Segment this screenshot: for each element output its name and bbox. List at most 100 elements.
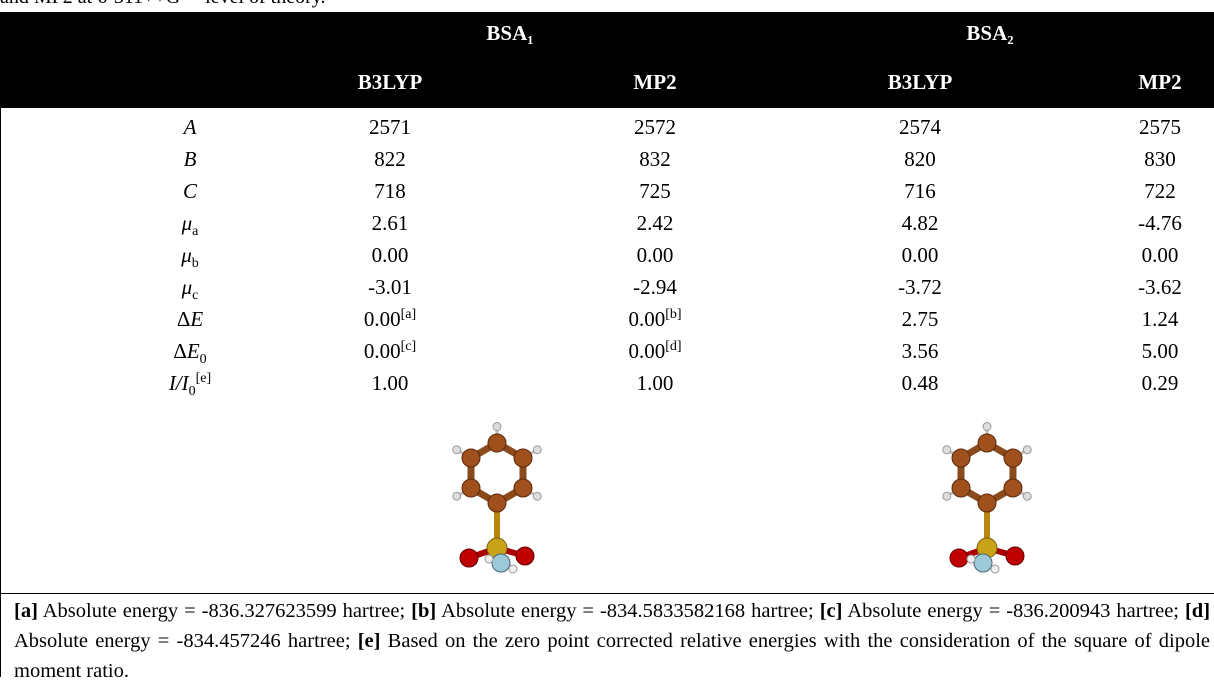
cell: 2574 [800,115,1040,139]
cell: 822 [270,147,510,171]
label-part: E [187,339,200,363]
molecule-part [514,479,532,497]
molecule-part [1006,547,1024,565]
label-part: I/I [169,371,189,395]
cell: 5.00 [1040,339,1214,363]
molecule-part [1023,446,1031,454]
molecule-part [983,423,991,431]
cell: 2571 [270,115,510,139]
label-part: Δ [173,339,187,363]
molecule-part [516,547,534,565]
label-part: μ [181,243,192,267]
cell: 3.56 [800,339,1040,363]
cell: -3.72 [800,275,1040,299]
footnote-tag: [e] [358,630,381,652]
label-part: b [192,256,199,271]
cell: 832 [535,147,775,171]
group-header: BSA₂ [870,21,1110,45]
group-header: BSA₁ [390,21,630,45]
cell: 0.00[b] [535,307,775,331]
label-part: 0 [189,384,196,399]
cell: 0.00 [1040,243,1214,267]
page: and MP2 at 6-311++G** level of theory. B… [0,0,1214,677]
footnotes: [a] Absolute energy = -836.327623599 har… [14,596,1210,686]
footnote-tag: [c] [820,600,843,622]
label-part: A [184,115,197,139]
cell: 1.00 [270,371,510,395]
cell: 0.00 [800,243,1040,267]
label-part: C [183,179,197,203]
molecule-part [978,494,996,512]
label-part: μ [182,275,193,299]
method-header: MP2 [1040,70,1214,94]
label-part: μ [182,211,193,235]
molecule-part [514,449,532,467]
footnote-text: Absolute energy = -834.457246 hartree; [14,630,351,652]
molecule-part [950,549,968,567]
cell: 1.24 [1040,307,1214,331]
caption: and MP2 at 6-311++G** level of theory. [0,0,325,9]
label-part: c [192,288,198,303]
molecule-part [488,494,506,512]
cell: -4.76 [1040,211,1214,235]
label-part: a [192,224,198,239]
cell: 0.00 [270,243,510,267]
molecule-part [952,449,970,467]
cell: 1.00 [535,371,775,395]
footnote-tag: [b] [411,600,436,622]
label-part: 0 [200,352,207,367]
cell: -3.62 [1040,275,1214,299]
cell-value: 0.00 [364,307,401,331]
label-part: B [184,147,197,171]
molecule-part [488,434,506,452]
cell: 0.00 [535,243,775,267]
molecule-part [460,549,478,567]
cell: 0.48 [800,371,1040,395]
molecule-part [978,434,996,452]
cell-note: [a] [401,307,417,322]
molecule-part [533,492,541,500]
footnote-text: Absolute energy = -836.200943 hartree; [847,600,1179,622]
molecule-part [533,446,541,454]
molecule-part [943,492,951,500]
cell-note: [d] [665,339,681,354]
molecule-part [1004,479,1022,497]
cell-note: [b] [665,307,681,322]
molecule-part [509,565,517,573]
cell: 4.82 [800,211,1040,235]
cell: 830 [1040,147,1214,171]
cell-value: 0.00 [628,339,665,363]
molecule-part [991,565,999,573]
molecule-part [493,423,501,431]
cell: 725 [535,179,775,203]
cell: 2572 [535,115,775,139]
cell-note: [c] [401,339,417,354]
molecule-part [974,554,992,572]
cell: 0.29 [1040,371,1214,395]
cell: 722 [1040,179,1214,203]
cell-value: 0.00 [364,339,401,363]
cell: 0.00[c] [270,339,510,363]
molecule-part [1004,449,1022,467]
footnote-text: Absolute energy = -836.327623599 hartree… [43,600,405,622]
border [0,108,1,677]
cell: -3.01 [270,275,510,299]
molecule-part [952,479,970,497]
cell-value: 0.00 [628,307,665,331]
molecule-part [967,555,975,563]
cell: 716 [800,179,1040,203]
method-header: B3LYP [800,70,1040,94]
method-header: MP2 [535,70,775,94]
molecule-part [453,446,461,454]
cell: 2.61 [270,211,510,235]
cell: 2575 [1040,115,1214,139]
cell: 2.75 [800,307,1040,331]
structures [0,405,1214,590]
molecule-part [462,449,480,467]
molecule-part [492,554,510,572]
cell: 0.00[d] [535,339,775,363]
border [0,593,1214,594]
cell: 0.00[a] [270,307,510,331]
cell: 718 [270,179,510,203]
molecule-part [462,479,480,497]
